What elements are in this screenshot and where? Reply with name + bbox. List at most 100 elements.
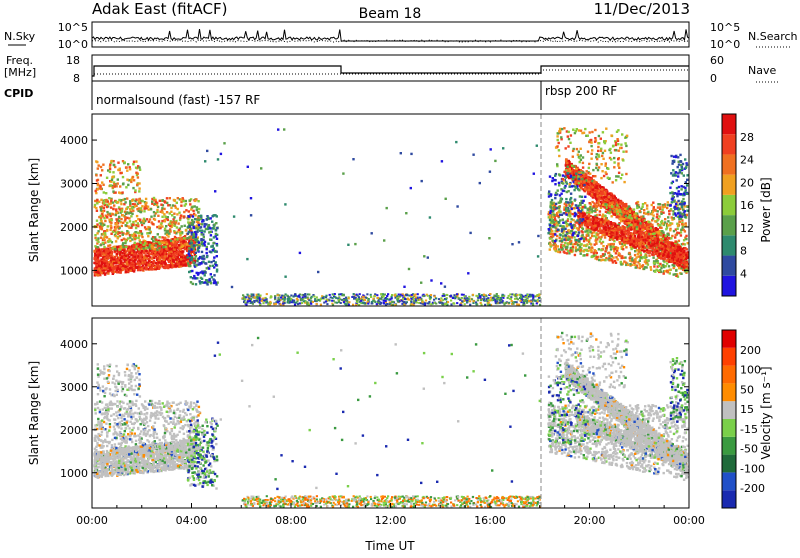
heatmap-cell bbox=[147, 246, 150, 249]
heatmap-cell bbox=[180, 251, 183, 254]
heatmap-cell bbox=[195, 264, 198, 267]
heatmap-cell bbox=[163, 241, 166, 244]
heatmap-cell bbox=[132, 163, 135, 166]
heatmap-cell bbox=[174, 206, 177, 209]
heatmap-cell bbox=[581, 180, 585, 183]
heatmap-cell bbox=[135, 198, 138, 201]
heatmap-cell bbox=[565, 246, 568, 250]
heatmap-cell bbox=[214, 235, 217, 238]
heatmap-cell bbox=[138, 253, 142, 256]
heatmap-cell bbox=[180, 245, 183, 248]
heatmap-cell bbox=[171, 223, 174, 227]
heatmap-cell bbox=[101, 169, 104, 172]
heatmap-cell bbox=[176, 197, 179, 200]
heatmap-cell bbox=[111, 267, 114, 270]
heatmap-cell bbox=[171, 253, 174, 256]
heatmap-cell bbox=[153, 199, 156, 202]
heatmap-cell bbox=[98, 225, 102, 228]
heatmap-cell bbox=[598, 185, 601, 188]
heatmap-cell bbox=[155, 264, 159, 268]
heatmap-cell bbox=[96, 182, 99, 185]
heatmap-cell bbox=[95, 191, 98, 195]
heatmap-cell bbox=[114, 234, 117, 238]
heatmap-cell bbox=[138, 259, 141, 262]
heatmap-cell bbox=[674, 233, 677, 237]
heatmap-cell bbox=[101, 238, 105, 241]
nave-trace bbox=[94, 69, 689, 75]
heatmap-cell bbox=[632, 208, 636, 211]
heatmap-cell bbox=[118, 208, 121, 211]
nsky-panel: N.Sky 10^5 10^0 10^5 10^0 N.Search bbox=[4, 21, 798, 51]
heatmap-cell bbox=[566, 174, 569, 177]
heatmap-cell bbox=[115, 252, 119, 256]
heatmap-cell bbox=[99, 254, 103, 258]
heatmap-cell bbox=[173, 243, 176, 246]
heatmap-cell bbox=[125, 186, 128, 189]
heatmap-cell bbox=[587, 190, 590, 193]
heatmap-cell bbox=[112, 260, 115, 263]
heatmap-cell bbox=[108, 202, 111, 206]
heatmap-cell bbox=[639, 265, 642, 268]
heatmap-cell bbox=[151, 250, 154, 253]
heatmap-cell bbox=[109, 224, 112, 228]
heatmap-cell bbox=[102, 232, 105, 236]
heatmap-cell bbox=[182, 250, 185, 253]
heatmap-cell bbox=[177, 262, 181, 265]
heatmap-cell bbox=[589, 236, 592, 240]
heatmap-cell bbox=[184, 202, 188, 206]
heatmap-cell bbox=[138, 239, 141, 242]
heatmap-cell bbox=[646, 227, 650, 231]
heatmap-cell bbox=[97, 248, 101, 251]
heatmap-cell bbox=[109, 163, 112, 166]
heatmap-cell bbox=[145, 266, 148, 270]
heatmap-cell bbox=[664, 238, 667, 241]
heatmap-cell bbox=[589, 186, 592, 189]
heatmap-cell bbox=[119, 171, 122, 175]
heatmap-cell bbox=[96, 202, 99, 205]
heatmap-cell bbox=[180, 259, 184, 262]
heatmap-cell bbox=[586, 253, 589, 257]
heatmap-cell bbox=[161, 199, 164, 202]
heatmap-cell bbox=[198, 226, 201, 229]
heatmap-cell bbox=[156, 210, 159, 214]
heatmap-cell bbox=[630, 213, 633, 216]
heatmap-cell bbox=[601, 188, 604, 191]
heatmap-cell bbox=[160, 259, 163, 263]
heatmap-cell bbox=[141, 258, 144, 261]
heatmap-cell bbox=[603, 188, 606, 191]
heatmap-cell bbox=[142, 245, 145, 249]
heatmap-cell bbox=[118, 191, 121, 194]
heatmap-cell bbox=[157, 241, 160, 244]
heatmap-cell bbox=[94, 199, 97, 203]
heatmap-cell bbox=[96, 257, 99, 260]
heatmap-cell bbox=[600, 196, 603, 199]
heatmap-cell bbox=[163, 252, 167, 255]
heatmap-cell bbox=[121, 248, 124, 252]
heatmap-cell bbox=[192, 251, 196, 254]
heatmap-cell bbox=[144, 227, 148, 231]
heatmap-cell bbox=[186, 216, 189, 220]
heatmap-cell bbox=[604, 210, 608, 213]
heatmap-cell bbox=[146, 205, 150, 208]
heatmap-cell bbox=[203, 222, 206, 226]
heatmap-cell bbox=[122, 256, 126, 260]
heatmap-cell bbox=[205, 267, 208, 270]
heatmap-cell bbox=[133, 241, 136, 244]
heatmap-cell bbox=[657, 224, 660, 227]
heatmap-cell bbox=[584, 238, 588, 241]
heatmap-cell bbox=[608, 207, 611, 210]
heatmap-cell bbox=[151, 236, 155, 239]
heatmap-cell bbox=[127, 183, 130, 187]
heatmap-cell bbox=[98, 269, 102, 272]
heatmap-cell bbox=[158, 236, 161, 239]
heatmap-cell bbox=[595, 199, 599, 202]
heatmap-cell bbox=[119, 259, 122, 262]
heatmap-cell bbox=[98, 262, 101, 265]
heatmap-cell bbox=[180, 244, 183, 247]
heatmap-cell bbox=[199, 271, 203, 274]
heatmap-cell bbox=[140, 223, 144, 227]
heatmap-cell bbox=[198, 280, 201, 283]
heatmap-cell bbox=[124, 218, 127, 221]
heatmap-cell bbox=[151, 202, 154, 205]
heatmap-cell bbox=[108, 165, 112, 168]
